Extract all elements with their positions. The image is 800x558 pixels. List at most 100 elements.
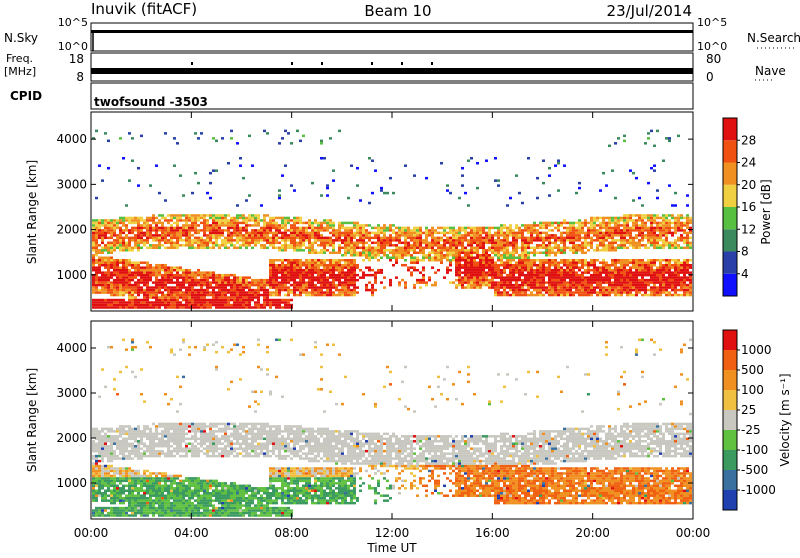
power-cell xyxy=(656,269,659,271)
power-cell xyxy=(548,174,551,176)
power-cell xyxy=(617,284,620,286)
power-cell xyxy=(326,219,329,221)
power-cell xyxy=(608,242,611,244)
power-cell xyxy=(461,271,464,273)
power-cell xyxy=(215,286,218,288)
power-cell xyxy=(269,299,272,301)
power-cell xyxy=(635,244,638,246)
power-cell xyxy=(116,259,119,261)
power-cell xyxy=(398,257,401,259)
power-cell xyxy=(116,291,119,293)
power-cell xyxy=(302,281,305,283)
power-cell xyxy=(260,286,263,288)
power-cell xyxy=(212,299,215,301)
power-cell xyxy=(377,249,380,251)
power-cell xyxy=(665,269,668,271)
power-cell xyxy=(455,242,458,244)
power-cell xyxy=(365,252,368,254)
power-cell xyxy=(425,284,428,286)
power-cell xyxy=(479,274,482,276)
power-cell xyxy=(365,249,368,251)
power-cell xyxy=(641,276,644,278)
power-cell xyxy=(476,249,479,251)
power-cell xyxy=(431,227,434,229)
power-cell xyxy=(512,232,515,234)
power-cell xyxy=(305,274,308,276)
power-cell xyxy=(668,294,671,296)
power-cell xyxy=(539,222,542,224)
power-cell xyxy=(152,271,155,273)
power-cell xyxy=(635,284,638,286)
power-cell xyxy=(680,229,683,231)
power-cell xyxy=(347,249,350,251)
power-cell xyxy=(116,219,119,221)
power-cell xyxy=(662,276,665,278)
power-cell xyxy=(119,304,122,306)
power-cell xyxy=(482,281,485,283)
power-cell xyxy=(506,266,509,268)
power-cell xyxy=(338,244,341,246)
power-cell xyxy=(458,232,461,234)
power-cell xyxy=(578,239,581,241)
power-cell xyxy=(668,291,671,293)
power-cell xyxy=(521,284,524,286)
power-cell xyxy=(302,286,305,288)
power-cell xyxy=(182,276,185,278)
power-cell xyxy=(620,259,623,261)
power-cell xyxy=(431,247,434,249)
power-cell xyxy=(689,279,692,281)
power-cell xyxy=(350,252,353,254)
power-cell xyxy=(311,247,314,249)
power-cell xyxy=(212,242,215,244)
power-cell xyxy=(185,214,188,216)
power-cell xyxy=(266,242,269,244)
power-cell xyxy=(476,227,479,229)
power-cell xyxy=(572,234,575,236)
power-cell xyxy=(422,242,425,244)
power-cell xyxy=(137,234,140,236)
power-cell xyxy=(287,266,290,268)
power-cell xyxy=(668,274,671,276)
power-cell xyxy=(575,252,578,254)
power-cell xyxy=(206,286,209,288)
power-cell xyxy=(392,264,395,266)
power-cell xyxy=(455,257,458,259)
power-cell xyxy=(683,242,686,244)
power-cell xyxy=(251,296,254,298)
power-cell xyxy=(569,269,572,271)
power-cell xyxy=(470,271,473,273)
power-cell xyxy=(581,244,584,246)
power-cell xyxy=(401,249,404,251)
power-cell xyxy=(650,227,653,229)
power-cell xyxy=(137,249,140,251)
power-cell xyxy=(182,234,185,236)
power-cell xyxy=(194,222,197,224)
power-cell xyxy=(143,242,146,244)
power-cell xyxy=(605,249,608,251)
power-cell xyxy=(668,244,671,246)
power-cell xyxy=(521,264,524,266)
power-cell xyxy=(149,217,152,219)
power-cell xyxy=(353,276,356,278)
power-cell xyxy=(215,237,218,239)
power-cell xyxy=(320,157,323,159)
power-cell xyxy=(656,294,659,296)
power-cell xyxy=(215,229,218,231)
power-cell xyxy=(263,237,266,239)
power-cell xyxy=(152,266,155,268)
power-cell xyxy=(617,247,620,249)
power-cell xyxy=(158,301,161,303)
power-cell xyxy=(422,274,425,276)
power-cell xyxy=(98,299,101,301)
power-cell xyxy=(590,227,593,229)
power-cell xyxy=(95,284,98,286)
power-cell xyxy=(605,184,608,186)
power-cell xyxy=(383,249,386,251)
power-cell xyxy=(236,217,239,219)
power-cell xyxy=(170,229,173,231)
power-cell xyxy=(542,232,545,234)
power-cell xyxy=(422,279,425,281)
power-cell xyxy=(371,274,374,276)
power-cell xyxy=(521,234,524,236)
power-cell xyxy=(599,281,602,283)
